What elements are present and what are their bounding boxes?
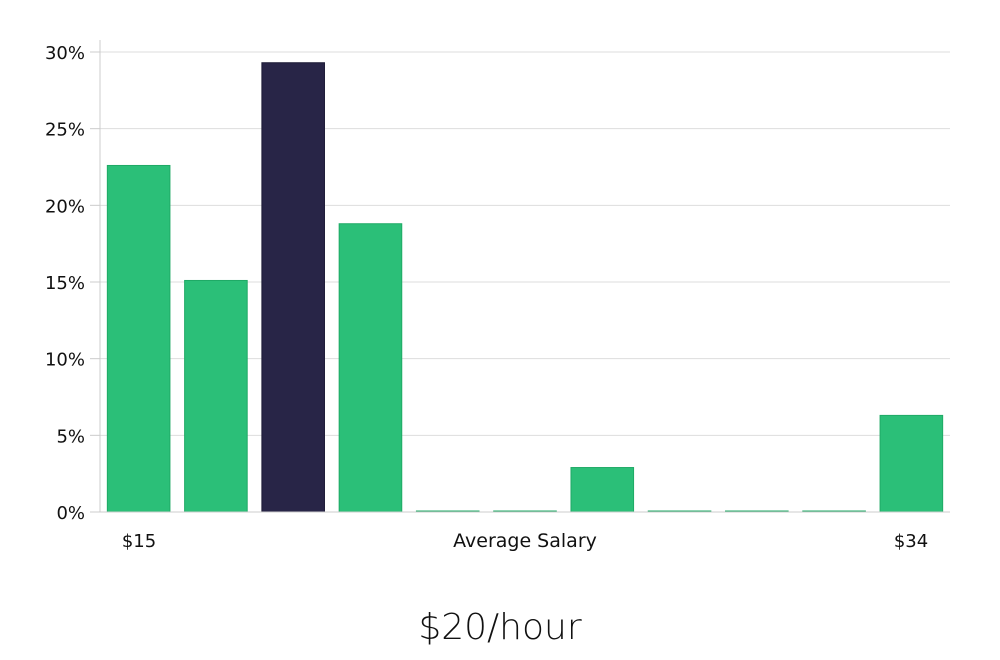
- bar: [106, 164, 171, 513]
- bar: [879, 414, 944, 513]
- bar: [570, 467, 635, 513]
- bar: [184, 279, 248, 513]
- y-tick-label: 0%: [56, 503, 85, 524]
- x-tick-first: $15: [122, 531, 156, 552]
- y-tick-label: 5%: [56, 426, 85, 447]
- axes: [90, 40, 950, 513]
- salary-distribution-chart: 0% 5% 10% 15% 20% 25% 30% $15 Average Salary $…: [45, 40, 950, 552]
- y-tick-label: 25%: [45, 120, 85, 141]
- bar: [338, 223, 403, 513]
- y-tick-label: 20%: [45, 196, 85, 217]
- y-tick-label: 10%: [45, 350, 85, 371]
- bar-highlighted: [261, 62, 325, 513]
- x-axis-label: Average Salary: [453, 530, 597, 552]
- y-tick-label: 30%: [45, 43, 85, 64]
- bars: [106, 62, 944, 513]
- y-tick-label: 15%: [45, 273, 85, 294]
- y-tick-labels: 0% 5% 10% 15% 20% 25% 30%: [45, 43, 85, 524]
- x-tick-last: $34: [894, 531, 928, 552]
- average-salary-value: $20/hour: [418, 607, 582, 648]
